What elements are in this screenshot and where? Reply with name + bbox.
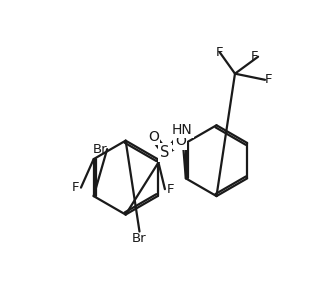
Text: O: O [148,130,159,144]
Text: Br: Br [132,231,147,245]
Text: O: O [175,134,186,149]
Text: F: F [167,183,174,196]
Text: F: F [72,181,79,194]
Text: S: S [160,145,170,160]
Text: F: F [265,73,273,86]
Text: Br: Br [92,143,107,156]
Text: HN: HN [171,123,192,137]
Text: F: F [216,46,223,59]
Text: F: F [251,50,258,63]
